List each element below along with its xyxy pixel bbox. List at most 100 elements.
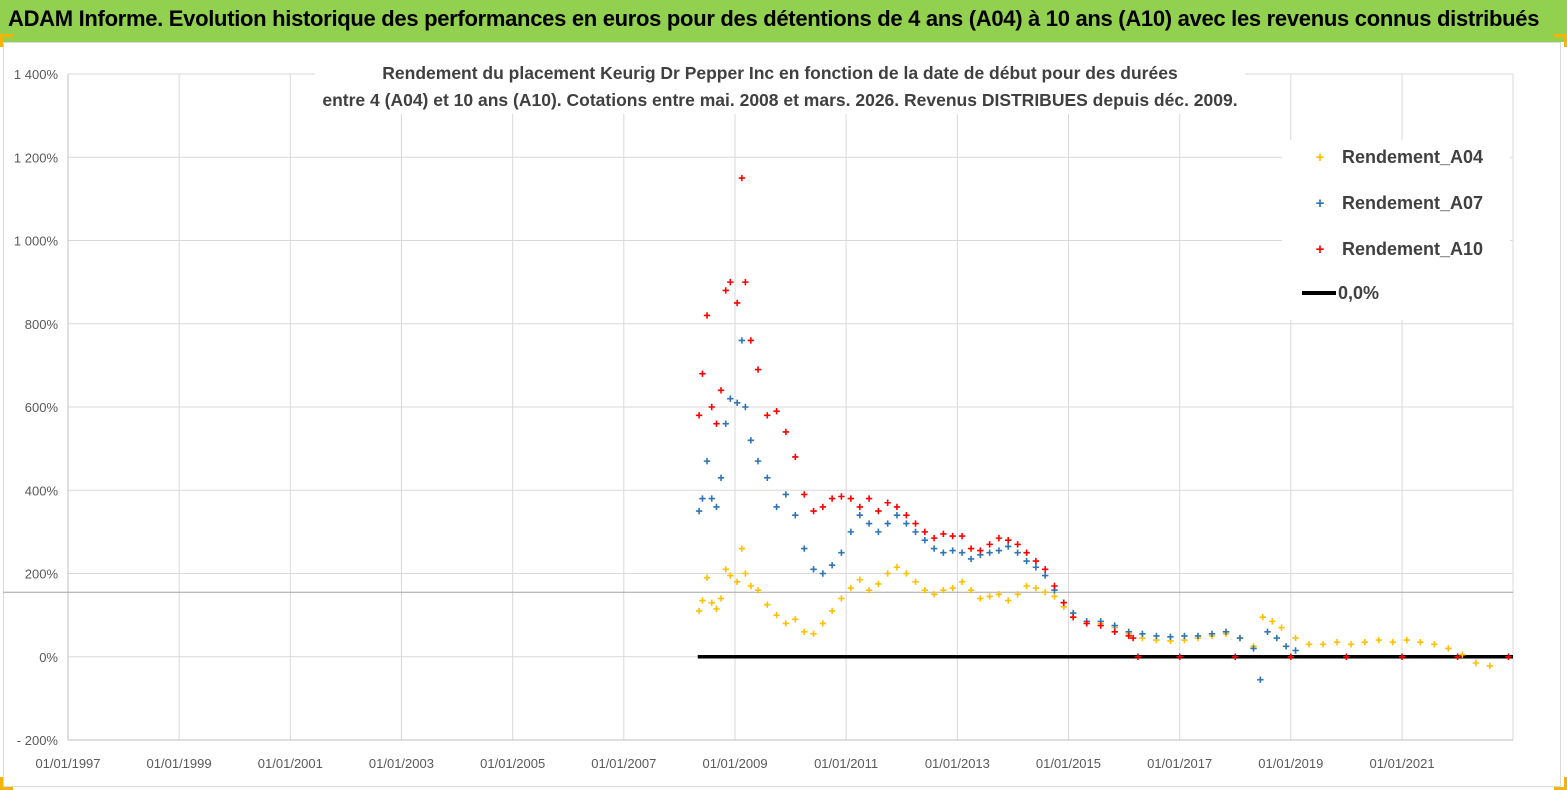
legend-label: Rendement_A04	[1342, 146, 1484, 167]
data-point	[754, 586, 762, 594]
data-point	[782, 491, 790, 498]
data-point	[884, 570, 891, 577]
data-point	[921, 528, 929, 536]
data-point	[828, 607, 836, 615]
x-tick-label: 01/01/2019	[1258, 756, 1323, 771]
data-point	[792, 512, 799, 519]
data-point	[1403, 636, 1410, 644]
data-point	[747, 437, 755, 444]
data-point	[995, 591, 1003, 598]
data-point	[893, 503, 901, 511]
data-point	[733, 399, 741, 407]
data-point	[1236, 634, 1244, 642]
data-point	[699, 495, 706, 502]
legend-label: Rendement_A07	[1342, 192, 1484, 213]
data-point	[921, 586, 929, 594]
data-point	[1269, 618, 1276, 625]
data-point	[1375, 636, 1382, 644]
data-point	[703, 457, 711, 465]
y-tick-label: 1 000%	[14, 234, 59, 249]
data-point	[967, 555, 975, 563]
chart-title-line-2: entre 4 (A04) et 10 ans (A10). Cotations…	[322, 90, 1238, 110]
data-point	[773, 611, 780, 619]
x-tick-label: 01/01/2011	[814, 756, 878, 771]
data-point	[921, 537, 929, 544]
data-point	[1139, 630, 1146, 638]
data-point	[695, 412, 703, 419]
data-point	[708, 599, 715, 606]
data-point	[1264, 628, 1271, 635]
series-rendement_a10	[695, 174, 1512, 660]
data-point	[708, 403, 715, 411]
data-point	[865, 520, 873, 527]
y-tick-label: 0%	[39, 650, 58, 665]
title-banner: ADAM Informe. Evolution historique des p…	[0, 0, 1567, 42]
data-point	[856, 512, 864, 519]
report-title: ADAM Informe. Evolution historique des p…	[8, 6, 1540, 31]
legend-label: 0,0%	[1338, 282, 1380, 303]
data-point	[722, 287, 729, 294]
data-point	[1051, 582, 1058, 590]
x-tick-label: 01/01/2015	[1036, 756, 1101, 771]
data-point	[958, 578, 966, 586]
x-tick-label: 01/01/2005	[480, 756, 545, 771]
data-point	[773, 503, 780, 511]
data-point	[1176, 653, 1183, 660]
data-point	[838, 595, 845, 602]
data-point	[754, 366, 762, 373]
data-point	[1445, 645, 1452, 652]
axes: - 200% 0% 200% 400% 600% 800% 1 000% 1 200% 1 40…	[3, 67, 1513, 771]
data-point	[819, 503, 827, 511]
data-point	[1111, 622, 1118, 629]
data-point	[703, 574, 711, 581]
data-point	[1032, 584, 1040, 592]
data-point	[792, 616, 799, 623]
data-point	[764, 601, 771, 608]
y-tick-label: 1 400%	[14, 67, 59, 82]
data-point	[977, 595, 984, 602]
data-point	[1014, 591, 1021, 598]
plus-marker-icon: +	[1315, 148, 1325, 166]
data-point	[977, 547, 984, 554]
series-marks	[695, 174, 1513, 683]
data-point	[847, 528, 855, 536]
data-point	[773, 407, 780, 415]
y-tick-label: 600%	[25, 400, 59, 415]
data-point	[875, 580, 882, 588]
data-point	[1305, 641, 1313, 648]
data-point	[1060, 599, 1067, 606]
data-point	[703, 312, 711, 319]
data-point	[940, 549, 947, 556]
data-point	[967, 545, 975, 552]
data-point	[1250, 645, 1257, 652]
data-point	[1343, 653, 1350, 660]
data-point	[801, 628, 808, 635]
data-point	[1014, 541, 1021, 548]
data-point	[1417, 638, 1424, 646]
data-point	[727, 278, 734, 286]
data-point	[747, 582, 755, 590]
data-point	[1023, 549, 1030, 556]
data-point	[1111, 628, 1118, 635]
data-point	[1257, 676, 1264, 683]
data-point	[847, 495, 855, 502]
data-point	[1273, 634, 1281, 642]
data-point	[1167, 633, 1174, 640]
data-point	[733, 578, 741, 586]
data-point	[1292, 634, 1299, 642]
data-point	[1041, 572, 1049, 579]
x-tick-label: 01/01/1999	[147, 756, 212, 771]
chart-title: Rendement du placement Keurig Dr Pepper …	[315, 60, 1245, 114]
data-point	[1232, 653, 1239, 660]
data-point	[949, 584, 956, 592]
data-point	[722, 420, 729, 427]
data-point	[893, 564, 901, 571]
legend-item-a10: + Rendement_A10	[1302, 238, 1483, 268]
x-tick-label: 01/01/2013	[925, 756, 990, 771]
data-point	[1287, 653, 1295, 660]
data-point	[717, 387, 725, 394]
data-point	[1222, 628, 1230, 635]
data-point	[1023, 557, 1030, 565]
data-point	[865, 586, 873, 594]
